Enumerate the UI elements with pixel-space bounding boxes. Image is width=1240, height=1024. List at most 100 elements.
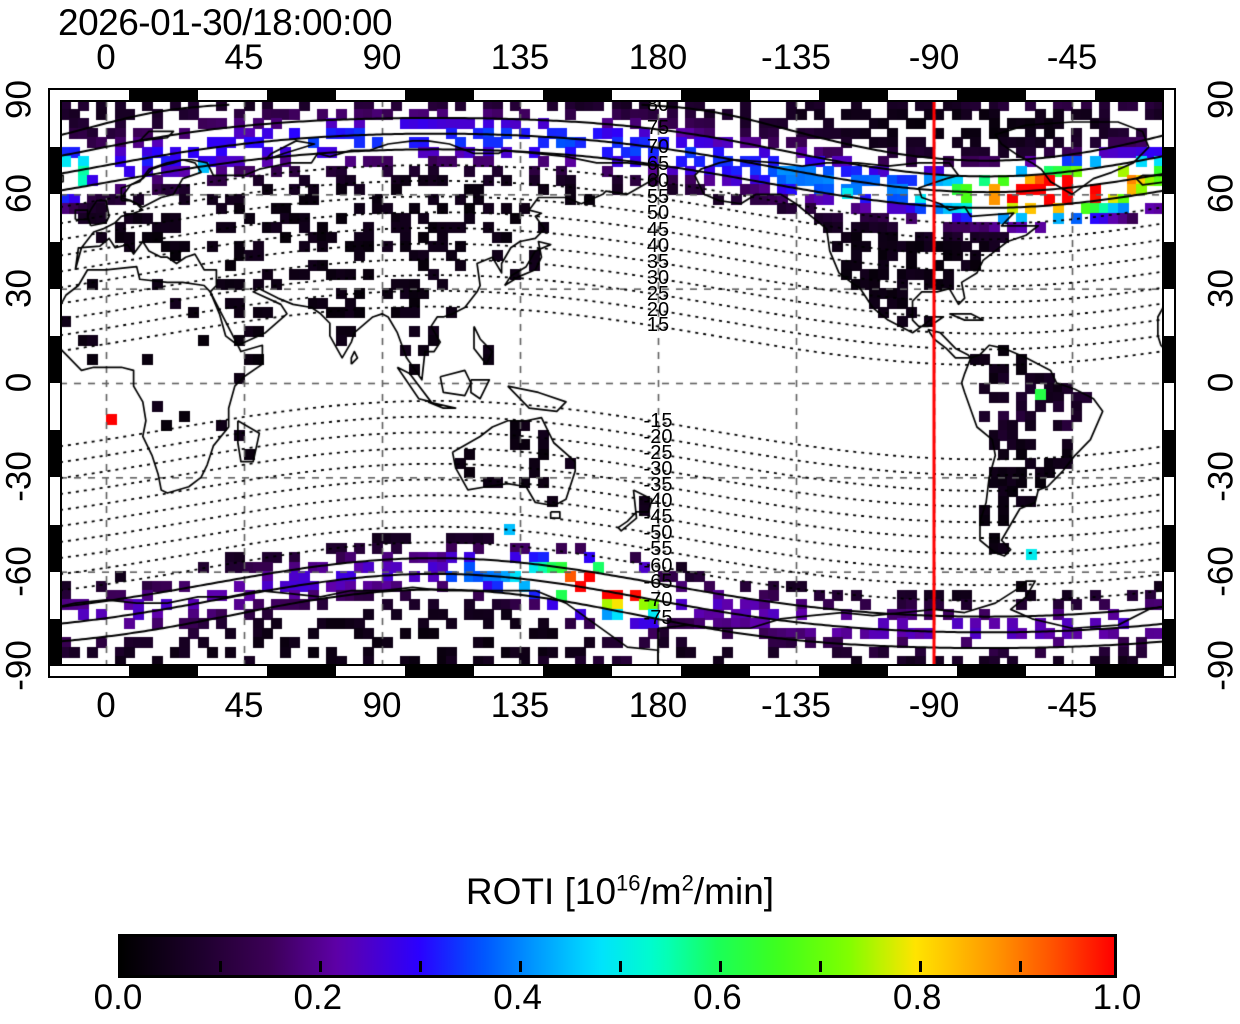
frame-band-right bbox=[1164, 147, 1176, 195]
frame-band-left bbox=[48, 241, 60, 289]
frame-band-top bbox=[681, 88, 750, 100]
colorbar-minor-tick-0.8 bbox=[918, 961, 922, 972]
mlat-contour-label--45: -45 bbox=[643, 505, 673, 528]
frame-band-bottom bbox=[405, 666, 474, 678]
colorbar-minor-tick-0.1 bbox=[219, 961, 223, 972]
lon-tick-top-135: 135 bbox=[490, 38, 550, 77]
colorbar-label-0.6: 0.6 bbox=[693, 978, 742, 1017]
lat-tick-right--30: -30 bbox=[1201, 451, 1240, 503]
mlat-contour-label-75: 75 bbox=[646, 117, 670, 140]
lat-tick-left--90: -90 bbox=[0, 640, 39, 691]
mlat-contour-label--60: -60 bbox=[643, 554, 673, 577]
lon-tick-top--135: -135 bbox=[760, 38, 832, 77]
mlat-contour-label--35: -35 bbox=[643, 473, 673, 496]
lat-tick-right--60: -60 bbox=[1201, 545, 1240, 597]
frame-band-bottom bbox=[957, 666, 1026, 678]
lat-tick-left-0: 0 bbox=[0, 372, 39, 393]
frame-band-right bbox=[1164, 430, 1176, 478]
mlat-contour-label--25: -25 bbox=[643, 441, 673, 464]
lon-tick-bottom--45: -45 bbox=[1046, 686, 1098, 725]
colorbar-label-0.0: 0.0 bbox=[93, 978, 143, 1017]
mlat-contour-label--65: -65 bbox=[643, 571, 673, 594]
lat-tick-left--60: -60 bbox=[0, 545, 39, 597]
lon-tick-top-0: 0 bbox=[96, 38, 116, 77]
mlat-contour-label-80: 80 bbox=[646, 100, 670, 116]
lon-tick-top-90: 90 bbox=[362, 38, 402, 77]
colorbar-minor-tick-0.5 bbox=[619, 961, 622, 972]
colorbar-minor-tick-0.4 bbox=[519, 961, 523, 972]
frame-band-left bbox=[48, 335, 60, 383]
frame-band-bottom bbox=[1095, 666, 1164, 678]
mlat-contour-label-15: 15 bbox=[646, 314, 670, 337]
mlat-contour-label-40: 40 bbox=[646, 234, 670, 257]
lon-tick-top--90: -90 bbox=[908, 38, 960, 77]
colorbar-title-exponent2: 2 bbox=[681, 870, 694, 896]
roti-heatmap-canvas bbox=[60, 100, 1164, 666]
frame-band-right bbox=[1164, 335, 1176, 383]
map-canvas[interactable]: 80 75 70 65 60 55 50 45 40 35 30 25 20 15 -15 -20 -25 -30… bbox=[60, 100, 1164, 666]
mlat-contour-label--50: -50 bbox=[643, 522, 673, 545]
lon-tick-top--45: -45 bbox=[1046, 38, 1098, 77]
mlat-contour-label--15: -15 bbox=[643, 409, 673, 432]
frame-band-left bbox=[48, 618, 60, 666]
colorbar[interactable] bbox=[118, 934, 1117, 978]
mlat-contour-label-30: 30 bbox=[646, 266, 670, 289]
lon-tick-bottom-90: 90 bbox=[362, 686, 402, 725]
frame-band-right bbox=[1164, 618, 1176, 666]
mlat-contour-label-45: 45 bbox=[646, 218, 670, 241]
colorbar-label-1.0: 1.0 bbox=[1092, 978, 1142, 1017]
colorbar-gradient bbox=[121, 937, 1114, 975]
frame-band-right bbox=[1164, 524, 1176, 572]
lat-tick-left--30: -30 bbox=[0, 451, 39, 503]
mlat-contour-label--40: -40 bbox=[643, 489, 673, 512]
frame-band-top bbox=[543, 88, 612, 100]
colorbar-minor-tick-0.9 bbox=[1018, 961, 1022, 972]
map-panel[interactable]: 80 75 70 65 60 55 50 45 40 35 30 25 20 15 -15 -20 -25 -30… bbox=[48, 88, 1176, 678]
frame-band-bottom bbox=[129, 666, 198, 678]
lon-tick-top-45: 45 bbox=[224, 38, 264, 77]
frame-band-right bbox=[1164, 241, 1176, 289]
figure-title: 2026-01-30/18:00:00 bbox=[58, 2, 393, 43]
lon-tick-bottom-135: 135 bbox=[490, 686, 550, 725]
lat-tick-left-60: 60 bbox=[0, 174, 39, 214]
mlat-contour-label-70: 70 bbox=[646, 135, 670, 158]
colorbar-minor-tick-0.7 bbox=[818, 961, 822, 972]
colorbar-label-0.8: 0.8 bbox=[892, 978, 942, 1017]
frame-band-left bbox=[48, 147, 60, 195]
mlat-contour-label--75: -75 bbox=[643, 607, 673, 630]
lat-tick-right--90: -90 bbox=[1201, 640, 1240, 691]
lat-tick-left-30: 30 bbox=[0, 268, 39, 308]
colorbar-minor-tick-0.6 bbox=[718, 961, 722, 972]
frame-band-bottom bbox=[819, 666, 888, 678]
frame-band-top bbox=[405, 88, 474, 100]
lon-tick-bottom--135: -135 bbox=[760, 686, 832, 725]
frame-band-top bbox=[267, 88, 336, 100]
lat-tick-right-60: 60 bbox=[1201, 174, 1240, 214]
lon-tick-bottom--90: -90 bbox=[908, 686, 960, 725]
mlat-contour-label--55: -55 bbox=[643, 538, 673, 561]
colorbar-title-end: /min] bbox=[693, 871, 775, 912]
colorbar-title: ROTI [1016/m2/min] bbox=[466, 872, 774, 912]
colorbar-title-tail: /m bbox=[640, 871, 682, 912]
frame-band-left bbox=[48, 524, 60, 572]
frame-band-bottom bbox=[267, 666, 336, 678]
frame-band-top bbox=[957, 88, 1026, 100]
frame-band-top bbox=[1095, 88, 1164, 100]
map-frame-inner-outline bbox=[60, 100, 1164, 666]
frame-band-bottom bbox=[543, 666, 612, 678]
colorbar-minor-tick-0.2 bbox=[319, 961, 323, 972]
mlat-contour-label-50: 50 bbox=[646, 202, 670, 225]
lon-tick-bottom-180: 180 bbox=[628, 686, 688, 725]
colorbar-minor-tick-0.3 bbox=[419, 961, 423, 972]
mlat-contour-label-20: 20 bbox=[646, 298, 670, 321]
colorbar-label-0.4: 0.4 bbox=[493, 978, 542, 1017]
mlat-contour-label--30: -30 bbox=[643, 457, 673, 480]
mlat-contour-label-65: 65 bbox=[646, 153, 670, 176]
map-frame-outline bbox=[48, 88, 1176, 678]
frame-band-left bbox=[48, 430, 60, 478]
lon-tick-bottom-45: 45 bbox=[224, 686, 264, 725]
lon-tick-top-180: 180 bbox=[628, 38, 688, 77]
mlat-contour-label-60: 60 bbox=[646, 169, 670, 192]
lat-tick-right-0: 0 bbox=[1201, 372, 1240, 393]
